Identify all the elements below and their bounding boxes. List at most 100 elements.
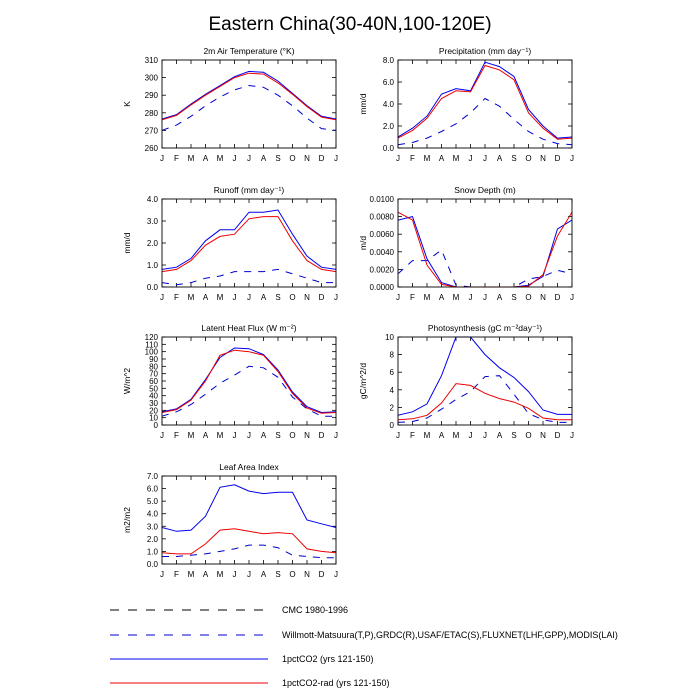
y-axis-label: m/d — [358, 236, 368, 250]
chart-panel-1: 2m Air Temperature (°K) K 260 270 280 290 300 3… — [122, 46, 338, 163]
figure-title: Eastern China(30-40N,100-120E) — [208, 14, 491, 35]
x-tick-label: D — [555, 293, 561, 302]
x-tick-label: M — [217, 570, 224, 579]
x-tick-label: M — [424, 154, 431, 163]
legend: CMC 1980-1996 Willmott-Matsuura(T,P),GRDC… — [110, 605, 618, 688]
x-tick-label: N — [304, 154, 310, 163]
plot-frame — [397, 336, 573, 426]
legend-item: 1pctCO2-rad (yrs 121-150) — [110, 678, 390, 688]
y-tick-label: 4.0 — [147, 510, 159, 519]
y-axis-label: K — [122, 101, 132, 107]
chart-panels: 2m Air Temperature (°K)K2602702802903003… — [122, 46, 574, 579]
x-tick-label: O — [525, 293, 531, 302]
series-line-rad — [162, 528, 336, 555]
legend-label: CMC 1980-1996 — [282, 605, 348, 615]
series-line-obs — [162, 365, 336, 417]
series-line-obs — [162, 268, 336, 286]
x-tick-label: M — [453, 293, 460, 302]
x-tick-label: J — [160, 154, 164, 163]
x-tick-label: M — [424, 293, 431, 302]
y-tick-label: 0.0020 — [370, 265, 395, 274]
y-tick-label: 4.0 — [147, 195, 159, 204]
x-tick-label: J — [233, 570, 237, 579]
y-tick-label: 8 — [390, 351, 395, 360]
x-tick-label: A — [497, 431, 503, 440]
x-tick-label: J — [570, 293, 574, 302]
series-line-co2 — [398, 216, 572, 288]
y-tick-label: 6.0 — [147, 485, 159, 494]
x-tick-label: F — [174, 431, 179, 440]
x-tick-label: J — [233, 293, 237, 302]
x-tick-label: J — [570, 431, 574, 440]
y-tick-label: 70 — [149, 370, 158, 379]
chart-title: Leaf Area Index — [219, 462, 279, 472]
y-tick-label: 0 — [390, 421, 395, 430]
x-tick-label: S — [511, 293, 516, 302]
x-tick-label: O — [289, 431, 295, 440]
plot-frame — [161, 198, 337, 288]
x-tick-label: J — [334, 154, 338, 163]
series-line-rad — [162, 216, 336, 273]
x-tick-label: A — [261, 293, 267, 302]
x-tick-label: F — [410, 431, 415, 440]
x-tick-label: O — [289, 154, 295, 163]
series-line-co2 — [162, 484, 336, 532]
x-tick-label: O — [289, 570, 295, 579]
x-tick-label: S — [275, 154, 280, 163]
x-tick-label: N — [540, 154, 546, 163]
x-tick-label: S — [275, 293, 280, 302]
x-tick-label: A — [203, 570, 209, 579]
plot-frame — [161, 475, 337, 565]
x-tick-label: F — [410, 293, 415, 302]
x-tick-label: J — [469, 154, 473, 163]
series-line-obs — [398, 97, 572, 146]
x-tick-label: J — [469, 431, 473, 440]
x-tick-label: S — [275, 431, 280, 440]
chart-title: Photosynthesis (gC m⁻²day⁻¹) — [428, 323, 542, 333]
x-tick-label: J — [233, 431, 237, 440]
y-axis-label: m2/m2 — [122, 507, 132, 533]
x-tick-label: A — [497, 154, 503, 163]
x-tick-label: N — [540, 293, 546, 302]
plot-frame — [161, 59, 337, 149]
x-tick-label: J — [396, 293, 400, 302]
x-tick-label: J — [483, 431, 487, 440]
x-tick-label: J — [160, 431, 164, 440]
x-tick-label: J — [334, 431, 338, 440]
series-line-co2 — [162, 347, 336, 414]
y-tick-label: 290 — [145, 91, 159, 100]
y-tick-label: 40 — [149, 392, 158, 401]
x-tick-label: D — [555, 431, 561, 440]
x-tick-label: M — [217, 154, 224, 163]
x-tick-label: J — [247, 570, 251, 579]
x-tick-label: J — [483, 293, 487, 302]
x-tick-label: N — [540, 431, 546, 440]
y-axis-label: W/m^2 — [122, 368, 132, 394]
x-tick-label: J — [247, 154, 251, 163]
y-tick-label: 0.0000 — [370, 283, 395, 292]
chart-panel-4: Snow Depth (m) m/d 0.0000 0.0020 0.0040 0.006… — [358, 185, 574, 302]
x-tick-label: J — [334, 570, 338, 579]
chart-title: 2m Air Temperature (°K) — [203, 46, 294, 56]
y-tick-label: 6 — [390, 368, 395, 377]
x-tick-label: D — [319, 154, 325, 163]
chart-title: Runoff (mm day⁻¹) — [214, 185, 285, 195]
y-axis-label: mm/d — [358, 93, 368, 115]
y-tick-label: 2.0 — [147, 535, 159, 544]
y-tick-label: 0 — [154, 421, 159, 430]
x-tick-label: S — [511, 431, 516, 440]
series-line-obs — [398, 249, 572, 288]
y-tick-label: 60 — [149, 377, 158, 386]
series-line-rad — [162, 349, 336, 414]
x-tick-label: M — [217, 293, 224, 302]
y-tick-label: 50 — [149, 384, 158, 393]
x-tick-label: F — [410, 154, 415, 163]
chart-panel-6: Photosynthesis (gC m⁻²day⁻¹) gC/m^2/d 0 2 4 6… — [358, 323, 574, 440]
series-line-co2 — [162, 70, 336, 120]
y-tick-label: 2.0 — [383, 122, 395, 131]
x-tick-label: N — [304, 293, 310, 302]
legend-label: 1pctCO2 (yrs 121-150) — [282, 654, 374, 664]
x-tick-label: J — [570, 154, 574, 163]
chart-title: Precipitation (mm day⁻¹) — [439, 46, 532, 56]
x-tick-label: J — [396, 431, 400, 440]
